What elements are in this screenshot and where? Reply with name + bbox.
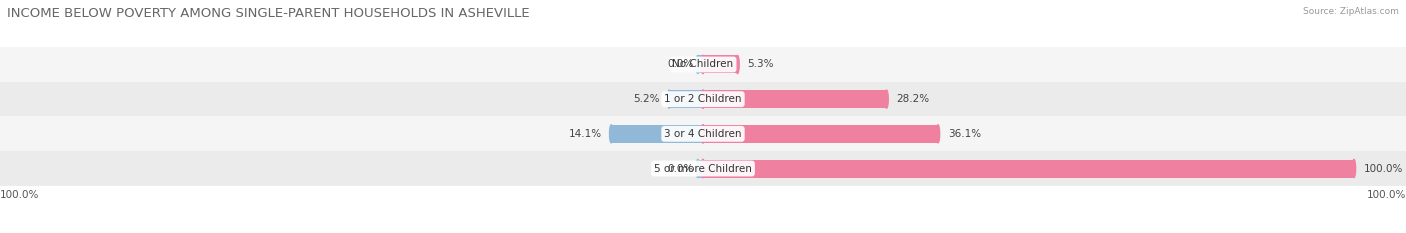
Bar: [0, 47, 1406, 82]
Bar: [0, 116, 1406, 151]
Circle shape: [702, 160, 704, 178]
Circle shape: [936, 125, 939, 143]
Text: 100.0%: 100.0%: [1364, 164, 1403, 174]
Circle shape: [668, 90, 671, 108]
Circle shape: [702, 55, 704, 73]
Text: 28.2%: 28.2%: [897, 94, 929, 104]
Circle shape: [1353, 160, 1355, 178]
Text: 100.0%: 100.0%: [0, 190, 39, 200]
Text: 0.0%: 0.0%: [666, 164, 693, 174]
Text: 1 or 2 Children: 1 or 2 Children: [664, 94, 742, 104]
Text: 5.3%: 5.3%: [747, 59, 773, 69]
Circle shape: [696, 55, 699, 73]
Bar: [703, 160, 1354, 178]
Circle shape: [702, 160, 704, 178]
Text: 14.1%: 14.1%: [568, 129, 602, 139]
Bar: [612, 125, 703, 143]
Circle shape: [610, 125, 613, 143]
Text: 100.0%: 100.0%: [1367, 190, 1406, 200]
Circle shape: [696, 160, 699, 178]
Bar: [703, 125, 938, 143]
Bar: [0, 151, 1406, 186]
Text: No Children: No Children: [672, 59, 734, 69]
Text: 0.0%: 0.0%: [666, 59, 693, 69]
Text: 5.2%: 5.2%: [633, 94, 659, 104]
Bar: [697, 55, 703, 73]
Bar: [697, 160, 703, 178]
Text: INCOME BELOW POVERTY AMONG SINGLE-PARENT HOUSEHOLDS IN ASHEVILLE: INCOME BELOW POVERTY AMONG SINGLE-PARENT…: [7, 7, 530, 20]
Circle shape: [702, 90, 704, 108]
Circle shape: [735, 55, 740, 73]
Text: 36.1%: 36.1%: [948, 129, 981, 139]
Circle shape: [884, 90, 889, 108]
Circle shape: [702, 55, 704, 73]
Bar: [669, 90, 703, 108]
Circle shape: [702, 125, 704, 143]
Bar: [703, 55, 738, 73]
Circle shape: [702, 90, 704, 108]
Bar: [703, 90, 887, 108]
Text: 5 or more Children: 5 or more Children: [654, 164, 752, 174]
Circle shape: [702, 125, 704, 143]
Text: 3 or 4 Children: 3 or 4 Children: [664, 129, 742, 139]
Text: Source: ZipAtlas.com: Source: ZipAtlas.com: [1303, 7, 1399, 16]
Bar: [0, 82, 1406, 116]
